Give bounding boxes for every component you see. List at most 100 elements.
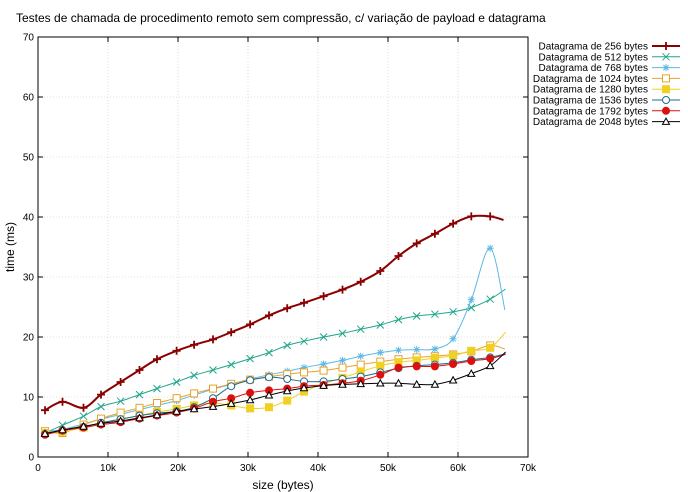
x-tick-label: 50k (380, 463, 397, 474)
data-point (209, 335, 217, 344)
legend-label: Datagrama de 1280 bytes (533, 85, 648, 96)
data-point (246, 354, 254, 363)
data-point (135, 403, 144, 412)
data-point (209, 366, 217, 374)
data-point (467, 212, 476, 221)
series-layer (40, 212, 506, 439)
data-point (245, 395, 255, 404)
x-tick-label: 10k (100, 463, 117, 474)
data-point (283, 341, 292, 350)
data-point (190, 371, 198, 380)
data-point (319, 381, 328, 389)
data-point (662, 42, 670, 50)
data-point (430, 354, 439, 362)
legend-label: Datagrama de 1024 bytes (533, 74, 648, 85)
data-point (376, 370, 385, 379)
data-point (40, 429, 50, 437)
data-point (300, 364, 308, 372)
data-point (189, 404, 199, 413)
plot-frame (37, 36, 529, 458)
data-point (376, 321, 385, 329)
data-point (41, 406, 49, 415)
x-tick-label: 40k (310, 463, 327, 474)
data-point (172, 394, 181, 403)
data-point (662, 74, 670, 83)
y-tick-label: 0 (28, 453, 34, 464)
data-point (116, 416, 125, 425)
data-point (246, 320, 255, 329)
data-point (190, 340, 199, 349)
data-point (394, 378, 403, 387)
data-point (300, 337, 308, 346)
legend-item: Datagrama de 1792 bytes (533, 106, 680, 117)
data-point (319, 292, 328, 301)
data-point (135, 413, 144, 422)
data-point (116, 397, 125, 406)
data-point (96, 418, 106, 427)
y-tick-label: 60 (23, 93, 35, 104)
data-point (153, 384, 161, 393)
legend-label: Datagrama de 1792 bytes (533, 106, 648, 117)
data-point (486, 295, 495, 304)
data-point (662, 96, 670, 104)
data-point (299, 383, 309, 392)
data-point (486, 212, 495, 221)
y-tick-label: 30 (23, 273, 35, 284)
data-point (172, 406, 181, 415)
data-point (466, 369, 476, 377)
data-point (339, 356, 346, 364)
x-tick-label: 60k (450, 463, 467, 474)
data-point (209, 384, 217, 393)
data-point (246, 404, 255, 413)
data-point (153, 355, 161, 364)
data-point (97, 402, 105, 411)
data-point (467, 346, 476, 355)
legend-item: Datagrama de 1536 bytes (533, 96, 680, 107)
data-point (265, 403, 273, 412)
data-point (430, 362, 439, 371)
data-point (79, 403, 88, 412)
data-point (172, 378, 181, 386)
data-point (431, 345, 439, 353)
data-point (265, 311, 273, 320)
data-point (485, 361, 495, 370)
data-point (282, 386, 292, 395)
data-point (357, 352, 365, 360)
data-point (320, 360, 328, 368)
chart-title: Testes de chamada de procedimento remoto… (16, 11, 546, 25)
data-point (449, 307, 457, 316)
data-point (172, 346, 181, 355)
legend-label: Datagrama de 1536 bytes (533, 96, 648, 107)
data-point (486, 244, 494, 252)
data-point (246, 376, 255, 385)
data-point (265, 373, 273, 382)
data-point (153, 399, 161, 407)
grid (38, 37, 528, 457)
data-point (662, 106, 670, 115)
data-point (338, 379, 347, 388)
legend-label: Datagrama de 768 bytes (538, 63, 648, 74)
y-tick-label: 50 (23, 153, 35, 164)
legend-item: Datagrama de 2048 bytes (533, 117, 680, 128)
data-point (394, 252, 403, 260)
data-point (662, 64, 670, 72)
series-3 (41, 244, 506, 436)
data-point (338, 285, 347, 294)
data-point (449, 351, 458, 360)
data-point (662, 52, 670, 61)
data-point (152, 410, 162, 419)
data-point (412, 362, 421, 371)
data-point (356, 325, 365, 334)
data-point (227, 382, 236, 391)
series-1 (41, 212, 504, 415)
data-point (283, 396, 292, 405)
legend-label: Datagrama de 256 bytes (538, 42, 648, 53)
data-point (246, 388, 255, 397)
data-point (413, 346, 421, 354)
data-point (97, 390, 105, 399)
data-point (79, 421, 88, 430)
data-point (58, 425, 67, 434)
y-tick-label: 20 (23, 333, 35, 344)
data-point (264, 390, 274, 399)
